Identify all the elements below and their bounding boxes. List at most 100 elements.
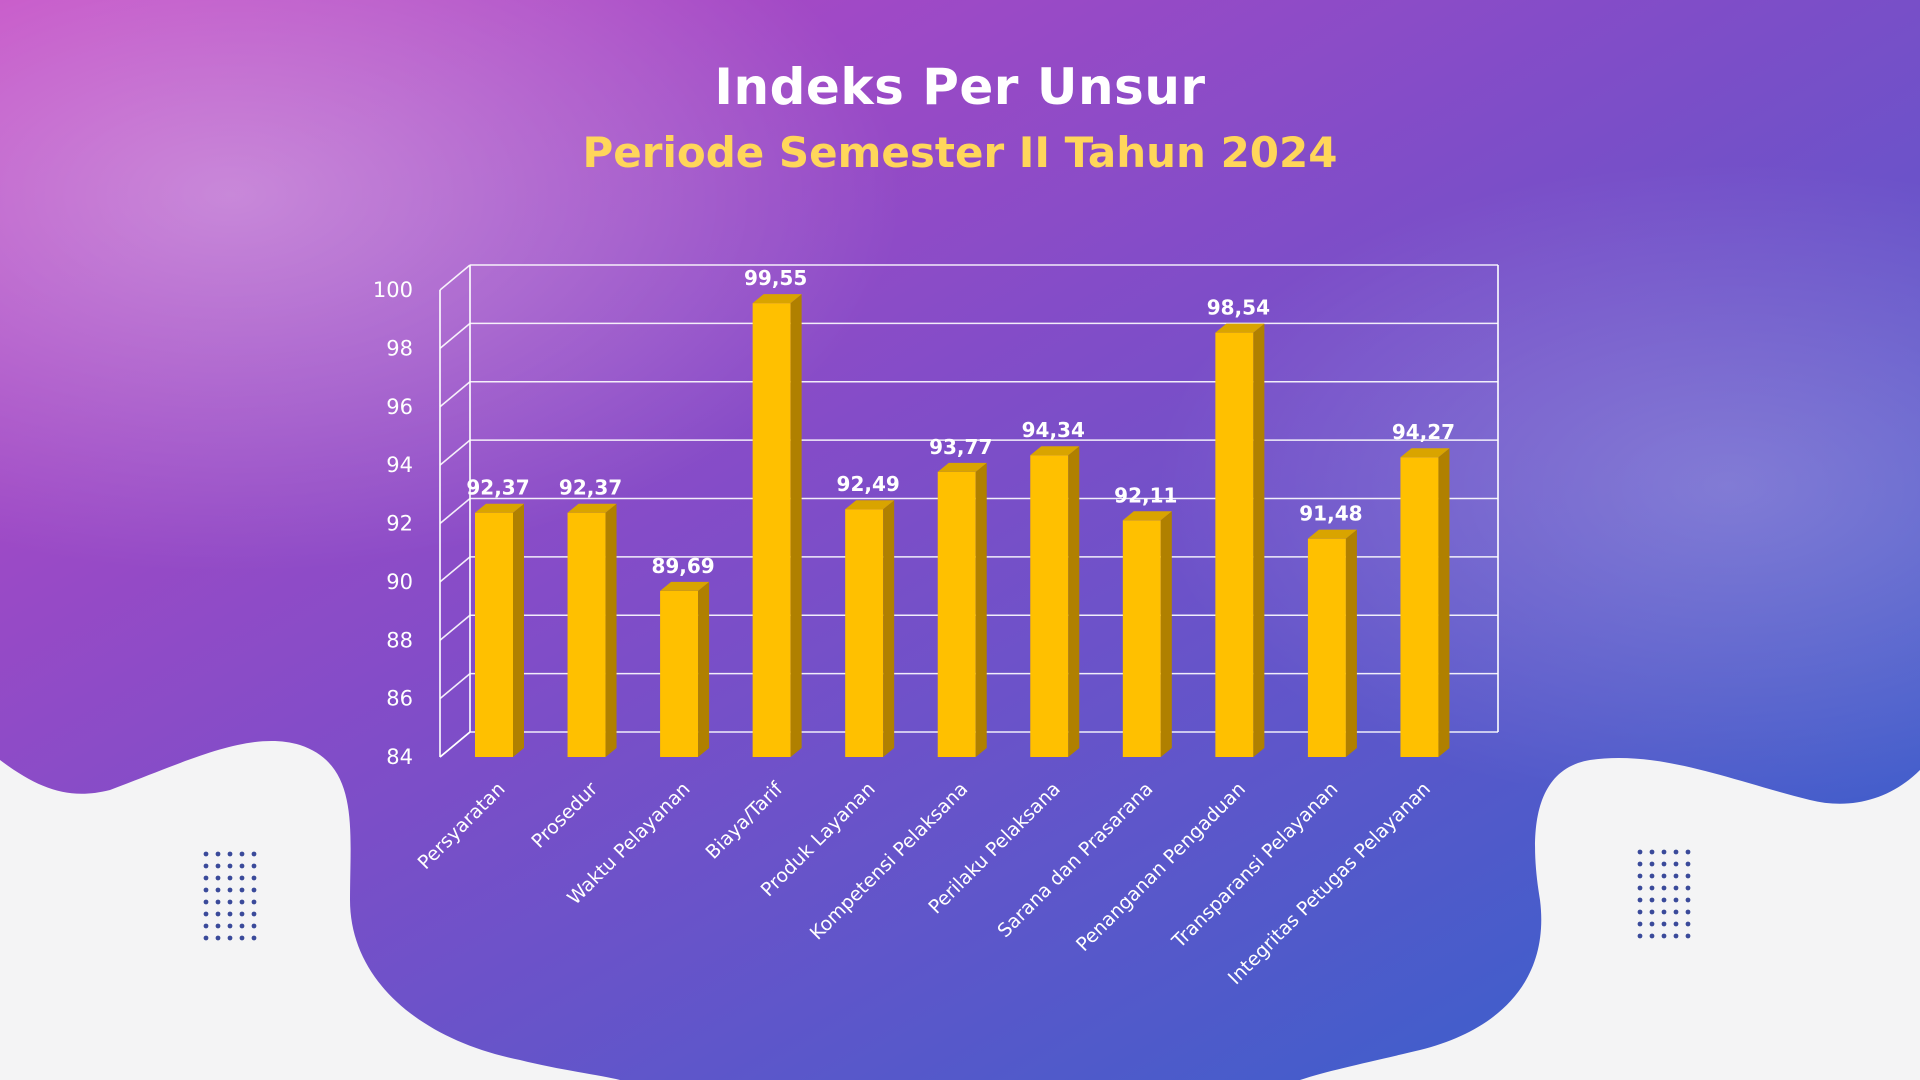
dot	[1649, 921, 1655, 927]
dot	[1685, 909, 1691, 915]
dot	[203, 887, 209, 893]
y-tick-label: 88	[386, 628, 413, 652]
data-label: 99,55	[744, 266, 807, 290]
dot	[239, 851, 245, 857]
left-blob	[0, 741, 620, 1080]
dot	[1685, 861, 1691, 867]
data-label: 92,11	[1114, 483, 1177, 507]
dot	[251, 935, 257, 941]
bar	[752, 303, 791, 757]
dot	[1673, 873, 1679, 879]
dot	[1649, 897, 1655, 903]
dot	[1649, 885, 1655, 891]
gridline-depth	[439, 497, 471, 525]
dot	[1637, 861, 1643, 867]
dot	[1637, 885, 1643, 891]
dot	[227, 863, 233, 869]
dot	[1673, 885, 1679, 891]
left-dot-pattern	[203, 851, 257, 941]
bar	[1030, 455, 1069, 757]
y-tick-label: 98	[386, 336, 413, 360]
bar-top	[1307, 529, 1357, 539]
bar	[1400, 457, 1439, 757]
dot	[203, 875, 209, 881]
bar-side	[1068, 446, 1080, 757]
gridline-depth	[439, 322, 471, 349]
dot	[1673, 849, 1679, 855]
bar	[845, 509, 884, 757]
x-tick-label: Integritas Petugas Pelayanan	[1224, 778, 1435, 989]
dot	[227, 875, 233, 881]
dot	[1649, 861, 1655, 867]
bar	[660, 590, 699, 757]
dot	[215, 935, 221, 941]
dot	[1685, 885, 1691, 891]
x-tick-label: Persyaratan	[414, 778, 510, 874]
dot	[1661, 909, 1667, 915]
bar-top	[567, 503, 617, 513]
dot	[1661, 861, 1667, 867]
bar-side	[1438, 448, 1450, 757]
right-dot-pattern	[1637, 849, 1691, 939]
right-blob	[1300, 758, 1920, 1080]
dot	[215, 851, 221, 857]
bar-side	[1345, 529, 1357, 757]
dot	[1637, 849, 1643, 855]
dot	[251, 923, 257, 929]
dot	[1685, 933, 1691, 939]
dot	[1661, 933, 1667, 939]
dot	[1637, 873, 1643, 879]
x-tick-label: Prosedur	[527, 778, 602, 853]
bar	[1215, 332, 1254, 757]
dot	[1673, 897, 1679, 903]
gridline-depth	[439, 556, 471, 583]
dot	[239, 911, 245, 917]
bar-side	[1253, 323, 1265, 757]
bar-side	[975, 462, 987, 757]
dot	[251, 887, 257, 893]
gridline-depth	[439, 614, 471, 641]
y-tick-label: 86	[386, 687, 413, 711]
dot	[1649, 849, 1655, 855]
dot	[1661, 921, 1667, 927]
bar-top	[1122, 511, 1172, 521]
data-label: 98,54	[1207, 296, 1270, 320]
dot	[227, 911, 233, 917]
dot	[1685, 921, 1691, 927]
dot	[239, 875, 245, 881]
dot	[215, 875, 221, 881]
data-label: 93,77	[929, 435, 992, 459]
dot	[1661, 873, 1667, 879]
y-tick-label: 92	[386, 512, 413, 536]
dot	[203, 863, 209, 869]
data-label: 91,48	[1299, 502, 1362, 526]
dot	[1649, 873, 1655, 879]
bar-side	[605, 503, 617, 757]
bar	[475, 512, 513, 757]
x-tick-label: Kompetensi Pelaksana	[806, 778, 972, 944]
data-label: 92,37	[466, 476, 529, 500]
bar-top	[937, 462, 987, 472]
dot	[1673, 933, 1679, 939]
dot	[251, 851, 257, 857]
bar-side	[1160, 511, 1172, 757]
dot	[227, 851, 233, 857]
data-label: 94,34	[1022, 418, 1085, 442]
dot	[1649, 909, 1655, 915]
dot	[1685, 873, 1691, 879]
dot	[215, 899, 221, 905]
gridline-depth	[439, 439, 471, 466]
dot	[203, 851, 209, 857]
dot	[1673, 921, 1679, 927]
bar	[937, 471, 976, 757]
dot	[203, 923, 209, 929]
bar-top	[1400, 448, 1450, 458]
x-tick-label: Transparansi Pelayanan	[1167, 778, 1342, 953]
bar-side	[698, 581, 710, 757]
bar-side	[513, 503, 524, 757]
dot	[215, 863, 221, 869]
dot	[227, 935, 233, 941]
y-tick-label: 90	[386, 570, 413, 594]
floor-edge	[439, 731, 471, 758]
dot	[215, 887, 221, 893]
